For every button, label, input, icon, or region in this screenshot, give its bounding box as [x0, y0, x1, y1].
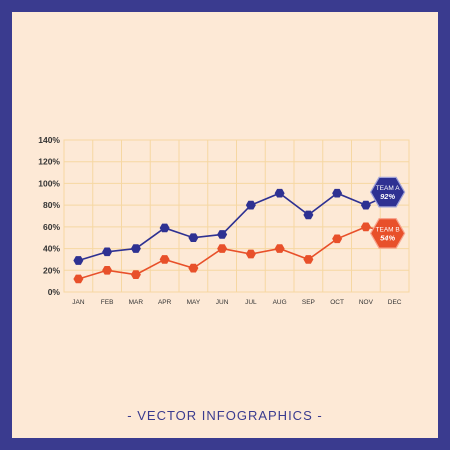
team-a-line: [78, 191, 395, 262]
x-tick-label: AUG: [273, 299, 287, 306]
y-tick-label: 140%: [38, 135, 60, 145]
infographic-panel: 0% 20% 40% 60% 80% 100% 120% 140% JAN FEB MAR APR MA…: [12, 12, 438, 438]
team-a-point: [245, 200, 256, 210]
x-tick-label: JUN: [216, 299, 229, 306]
y-tick-label: 120%: [38, 157, 60, 167]
team-a-point: [303, 210, 314, 220]
team-b-badge: [369, 218, 406, 249]
team-a-point: [102, 247, 113, 257]
team-b-point: [130, 270, 141, 279]
y-tick-label: 60%: [43, 222, 60, 232]
team-b-point: [217, 244, 228, 253]
team-b-point: [188, 263, 199, 273]
team-b-point: [73, 274, 84, 284]
team-b-point: [245, 249, 256, 259]
x-tick-label: SEP: [302, 299, 315, 306]
y-tick-label: 100%: [38, 178, 60, 188]
footer-title: - VECTOR INFOGRAPHICS -: [127, 408, 323, 423]
x-tick-label: JUL: [245, 299, 257, 306]
x-tick-label: APR: [158, 299, 172, 306]
y-tick-label: 0%: [48, 287, 61, 297]
x-tick-label: JAN: [72, 299, 85, 306]
team-b-point: [102, 265, 113, 275]
team-a-point: [360, 200, 371, 210]
team-a-point: [332, 188, 343, 198]
team-b-badge-name: TEAM B: [376, 226, 400, 233]
x-tick-label: MAY: [187, 299, 201, 306]
y-tick-label: 20%: [43, 265, 60, 275]
team-b-badge-value: 54%: [380, 233, 395, 242]
y-tick-label: 40%: [43, 244, 60, 254]
team-a-point: [130, 244, 141, 253]
x-tick-label: MAR: [129, 299, 144, 306]
team-b-point: [274, 244, 285, 253]
team-b-point: [332, 234, 343, 244]
team-a-point: [188, 233, 199, 243]
team-b-point: [159, 255, 170, 264]
x-tick-label: FEB: [101, 299, 114, 306]
team-a-point: [73, 256, 84, 265]
x-tick-label: DEC: [388, 299, 402, 306]
team-b-point: [303, 255, 314, 264]
team-a-badge-name: TEAM A: [376, 185, 401, 192]
team-a-point: [274, 188, 285, 198]
team-b-point: [360, 222, 371, 232]
team-a-point: [159, 223, 170, 233]
team-a-point: [217, 230, 228, 239]
team-a-badge: [369, 176, 406, 208]
y-tick-label: 80%: [43, 200, 60, 210]
team-a-badge-value: 92%: [380, 192, 395, 201]
team-b-line: [78, 226, 395, 280]
line-chart: 0% 20% 40% 60% 80% 100% 120% 140% JAN FEB MAR APR MA…: [38, 135, 410, 306]
x-tick-label: NOV: [359, 299, 374, 306]
x-tick-label: OCT: [330, 299, 344, 306]
